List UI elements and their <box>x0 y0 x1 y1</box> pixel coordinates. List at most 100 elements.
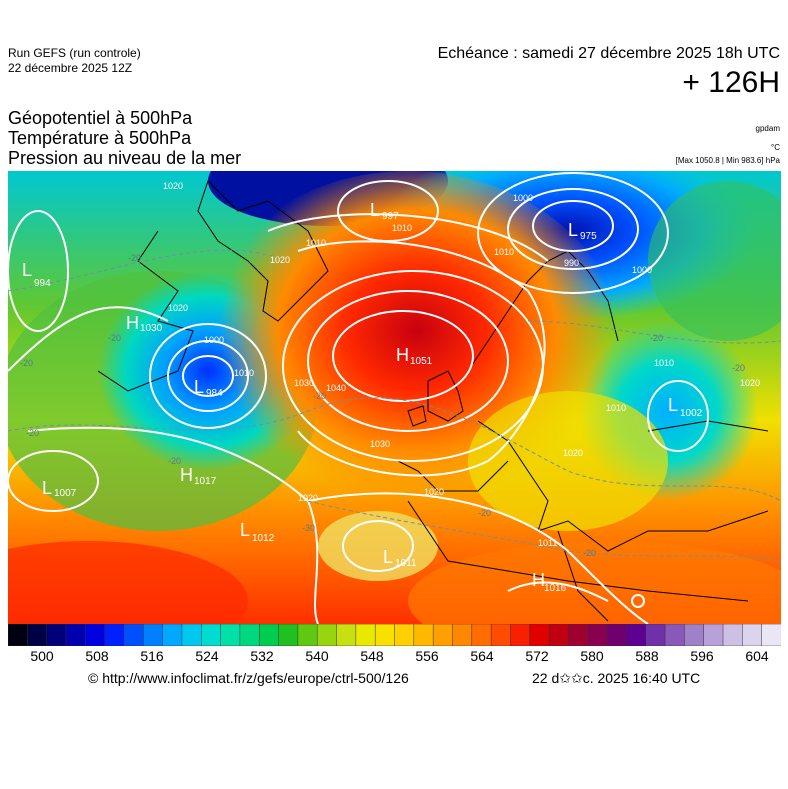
pressure-center: L 975 <box>568 220 597 242</box>
colorbar-swatch <box>587 624 608 646</box>
pressure-center-value: 984 <box>206 388 223 399</box>
isobar-label: 1010 <box>234 368 254 378</box>
pressure-center: L 997 <box>370 200 399 222</box>
pressure-center-type: L <box>383 547 393 567</box>
pressure-center: H 1016 <box>532 570 567 594</box>
pressure-center-value: 1007 <box>54 488 77 499</box>
pressure-center: L 1012 <box>240 520 275 544</box>
colorbar-swatch <box>452 624 473 646</box>
pressure-center-type: L <box>240 520 250 540</box>
colorbar-swatch <box>761 624 781 646</box>
isobar-label: 1020 <box>270 255 290 265</box>
colorbar-swatch <box>722 624 744 646</box>
colorbar-swatch <box>742 624 763 646</box>
isobar-label: 1020 <box>740 378 760 388</box>
lead-time: + 126H <box>682 66 780 99</box>
colorbar-labels: 500 508 516 524 532 540 548 556 564 572 580 588 596 6… <box>8 648 781 666</box>
pressure-center: L 1002 <box>668 395 703 419</box>
pressure-center: L 994 <box>22 260 51 289</box>
isotherm-label: -20 <box>478 508 491 518</box>
colorbar-swatch <box>490 624 512 646</box>
colorbar-swatch <box>104 624 125 646</box>
pressure-center: L 1011 <box>383 547 417 569</box>
pressure-center-value: 1002 <box>680 408 703 419</box>
pressure-center-type: H <box>180 465 193 485</box>
isobar-label: 990 <box>564 258 579 268</box>
colorbar-swatch <box>239 624 260 646</box>
pressure-center-type: L <box>668 395 678 415</box>
colorbar-swatch <box>8 624 29 646</box>
pressure-center-type: L <box>22 260 32 280</box>
pressure-center-type: H <box>126 313 139 333</box>
colorbar-tick-label: 564 <box>470 648 494 664</box>
pressure-center-value: 1030 <box>140 323 163 334</box>
pressure-center-type: L <box>42 478 52 498</box>
colorbar-swatch <box>162 624 183 646</box>
colorbar-swatch <box>355 624 376 646</box>
field-title-temperature: Température à 500hPa <box>8 128 192 148</box>
isobar-label: 1020 <box>163 181 183 191</box>
pressure-center-value: 994 <box>34 278 51 289</box>
pressure-center: H 1051 <box>396 345 433 367</box>
pressure-center-value: 997 <box>382 211 399 222</box>
colorbar-tick-label: 572 <box>525 648 549 664</box>
colorbar-swatch <box>27 624 48 646</box>
pressure-center-value: 1011 <box>395 558 417 569</box>
colorbar-swatch <box>220 624 241 646</box>
colorbar-swatch <box>297 624 318 646</box>
pressure-center-value: 975 <box>580 231 597 242</box>
colorbar-swatch <box>374 624 396 646</box>
colorbar-swatch <box>336 624 357 646</box>
isotherm-label: -20 <box>732 363 745 373</box>
isobar-label: 1030 <box>294 378 314 388</box>
pressure-center-type: L <box>568 220 578 240</box>
colorbar-swatch <box>316 624 338 646</box>
field-title-pressure: Pression au niveau de la mer <box>8 148 242 168</box>
pressure-center-value: 1016 <box>544 583 567 594</box>
colorbar-tick-label: 580 <box>580 648 604 664</box>
isotherm-label: -20 <box>650 333 663 343</box>
pressure-center-type: H <box>396 345 409 365</box>
colorbar-swatch <box>471 624 492 646</box>
isotherm-label: -20 <box>128 253 141 263</box>
colorbar-swatch <box>394 624 415 646</box>
colorbar-tick-label: 540 <box>305 648 329 664</box>
colorbar-swatch <box>703 624 724 646</box>
colorbar-swatch <box>645 624 666 646</box>
colorbar-swatch <box>606 624 628 646</box>
colorbar-tick-label: 532 <box>250 648 274 664</box>
isobar-label: 1000 <box>632 265 652 275</box>
colorbar-swatch <box>258 624 280 646</box>
isotherm-label: -20 <box>313 391 326 401</box>
pressure-center: H 1030 <box>126 313 163 334</box>
pressure-center-value: 1012 <box>252 533 275 544</box>
colorbar-swatch <box>123 624 145 646</box>
colorbar <box>8 624 781 646</box>
run-date: 22 décembre 2025 12Z <box>8 61 133 75</box>
pressure-center-type: L <box>194 377 204 397</box>
pressure-center: H 1017 <box>180 465 217 487</box>
colorbar-swatch <box>664 624 686 646</box>
weather-map: L 994 L 997 L 975 H 1030 L 984 H 1051 L … <box>8 171 781 624</box>
colorbar-swatch <box>413 624 434 646</box>
unit-pressure-range: [Max 1050.8 | Min 983.6] hPa <box>675 156 780 165</box>
pressure-center: L 984 <box>194 377 223 399</box>
colorbar-swatch <box>568 624 589 646</box>
run-name: Run GEFS (run controle) <box>8 46 141 60</box>
colorbar-tick-label: 556 <box>415 648 439 664</box>
colorbar-tick-label: 500 <box>30 648 54 664</box>
isotherm-label: -20 <box>26 428 39 438</box>
isobar-label: 1000 <box>513 193 533 203</box>
colorbar-swatch <box>529 624 550 646</box>
isobar-label: 1020 <box>424 487 444 497</box>
pressure-center-value: 1017 <box>194 476 217 487</box>
colorbar-tick-label: 596 <box>690 648 714 664</box>
colorbar-swatch <box>626 624 647 646</box>
colorbar-swatch <box>510 624 531 646</box>
isotherm-label: -20 <box>108 333 121 343</box>
unit-temperature: °C <box>771 143 780 152</box>
isobar-label: 1040 <box>326 383 346 393</box>
colorbar-swatch <box>143 624 164 646</box>
colorbar-tick-label: 604 <box>745 648 769 664</box>
colorbar-swatch <box>46 624 67 646</box>
